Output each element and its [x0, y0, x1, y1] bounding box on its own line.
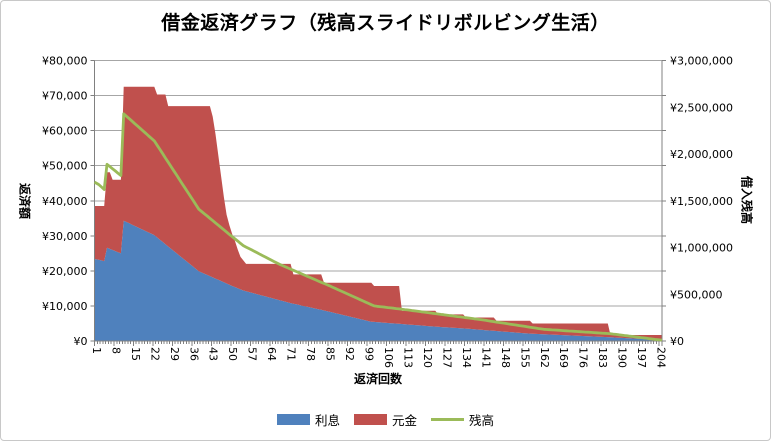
legend-item-principal: 元金 [353, 410, 417, 429]
x-tick-label: 78 [304, 347, 317, 361]
x-tick-label: 148 [499, 347, 512, 368]
y-left-tick-label: ¥60,000 [42, 125, 88, 138]
x-tick-label: 141 [479, 347, 492, 368]
y-right-tick-label: ¥3,000,000 [670, 55, 733, 68]
y-left-tick-label: ¥0 [74, 335, 88, 348]
legend-swatch-interest [276, 414, 310, 425]
x-tick-label: 92 [343, 347, 356, 361]
x-tick-label: 71 [285, 347, 298, 361]
legend-label-principal: 元金 [391, 413, 417, 428]
y-left-tick-label: ¥70,000 [42, 90, 88, 103]
legend-swatch-principal [353, 414, 387, 425]
legend-label-balance: 残高 [469, 413, 495, 428]
y-left-tick-label: ¥50,000 [42, 160, 88, 173]
y-left-tick-label: ¥20,000 [42, 265, 88, 278]
balance-line [93, 112, 663, 342]
legend-label-interest: 利息 [314, 413, 340, 428]
areas-group [94, 86, 662, 341]
x-tick-label: 1 [90, 347, 103, 354]
x-tick-label: 29 [168, 347, 181, 361]
legend-item-interest: 利息 [276, 410, 340, 429]
y-left-tick-label: ¥10,000 [42, 300, 88, 313]
x-tick-label: 64 [265, 347, 278, 361]
y-right-tick-label: ¥1,500,000 [670, 195, 733, 208]
y-right-labels-group: ¥0 ¥500,000 ¥1,000,000 ¥1,500,000 ¥2,000,000… [670, 55, 733, 349]
x-tick-label: 50 [226, 347, 239, 361]
legend-swatch-balance [431, 418, 464, 421]
x-tick-label: 43 [207, 347, 220, 361]
interest-area [94, 220, 662, 341]
x-labels-group: 1 8 15 22 29 36 43 50 57 64 71 78 85 92 99 106 113 120 127… [90, 347, 668, 368]
y-left-tick-label: ¥30,000 [42, 230, 88, 243]
x-tick-label: 176 [577, 347, 590, 368]
x-tick-label: 85 [324, 347, 337, 361]
x-tick-label: 113 [402, 347, 415, 368]
x-tick-label: 120 [421, 347, 434, 368]
x-tick-label: 22 [148, 347, 161, 361]
y-right-tick-label: ¥0 [670, 335, 684, 348]
x-tick-label: 99 [363, 347, 376, 361]
tick-marks-group [90, 60, 666, 346]
x-tick-label: 190 [616, 347, 629, 368]
x-tick-label: 106 [382, 347, 395, 368]
y-left-tick-label: ¥80,000 [42, 55, 88, 68]
y-right-tick-label: ¥500,000 [670, 288, 723, 301]
x-tick-label: 127 [440, 347, 453, 368]
y-right-tick-label: ¥2,000,000 [670, 148, 733, 161]
y-left-labels-group: ¥0 ¥10,000 ¥20,000 ¥30,000 ¥40,000 ¥50,000 ¥60… [42, 55, 88, 349]
x-tick-label: 8 [109, 347, 122, 354]
x-tick-label: 183 [596, 347, 609, 368]
x-axis-title: 返済回数 [353, 372, 402, 386]
y-right-tick-label: ¥1,000,000 [670, 242, 733, 255]
right-axis-title: 借入残高 [739, 175, 754, 225]
y-left-tick-label: ¥40,000 [42, 195, 88, 208]
x-tick-label: 15 [129, 347, 142, 361]
x-tick-label: 57 [246, 347, 259, 361]
chart-title: 借金返済グラフ（残高スライドリボルビング生活） [161, 12, 610, 34]
x-tick-label: 155 [518, 347, 531, 368]
x-tick-label: 36 [187, 347, 200, 361]
left-axis-title: 返済額 [17, 182, 32, 220]
x-tick-label: 204 [655, 347, 668, 368]
legend-item-balance: 残高 [431, 410, 494, 429]
legend: 利息 元金 残高 [1, 410, 770, 429]
x-tick-label: 169 [557, 347, 570, 368]
y-right-tick-label: ¥2,500,000 [670, 101, 733, 114]
x-tick-label: 134 [460, 347, 473, 368]
x-tick-label: 197 [635, 347, 648, 368]
principal-area [94, 86, 662, 340]
x-tick-label: 162 [538, 347, 551, 368]
